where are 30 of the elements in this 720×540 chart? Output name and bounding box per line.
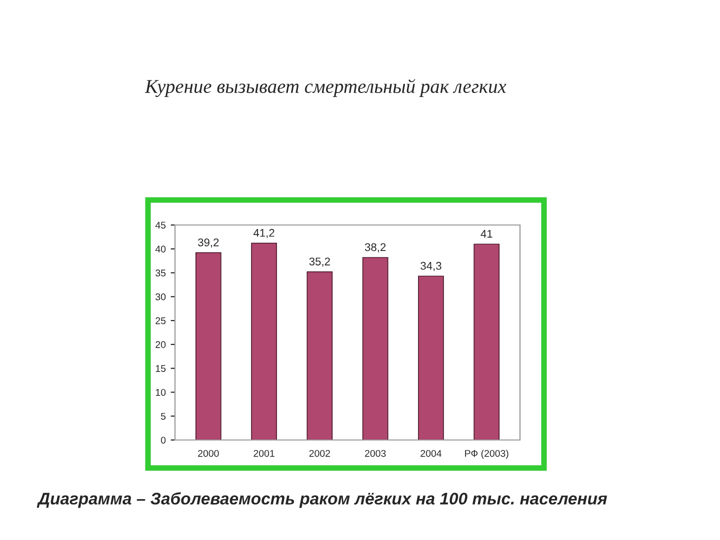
x-tick-label: 2000 bbox=[198, 450, 219, 457]
x-tick-label: 2001 bbox=[254, 450, 274, 457]
bar bbox=[474, 244, 500, 440]
y-tick-label: 10 bbox=[156, 388, 166, 396]
y-tick-label: 20 bbox=[156, 341, 166, 348]
y-tick-label: 15 bbox=[156, 365, 166, 372]
y-tick-label: 0 bbox=[160, 436, 166, 444]
text: Диаграмма – Заболеваемость раком лёгких на 100 тыс. населения bbox=[36, 492, 608, 508]
data-label: 41,2 bbox=[253, 228, 274, 238]
data-label: 39,2 bbox=[198, 238, 219, 248]
x-tick-label: 2004 bbox=[420, 450, 442, 457]
bar bbox=[251, 242, 277, 440]
data-label: 38,2 bbox=[364, 243, 386, 252]
data-label: 35,2 bbox=[309, 258, 330, 267]
y-tick-label: 45 bbox=[155, 222, 166, 229]
data-label: 41 bbox=[480, 230, 492, 238]
chart-title: Курение вызывает смертельный рак легких bbox=[144, 78, 506, 98]
x-tick-label: 2003 bbox=[365, 450, 386, 457]
bar bbox=[195, 252, 222, 440]
bar bbox=[362, 257, 388, 440]
y-tick-label: 40 bbox=[155, 246, 166, 253]
bar bbox=[418, 276, 444, 440]
bar bbox=[306, 271, 333, 440]
x-tick-label: РФ (2003) bbox=[465, 450, 508, 459]
x-tick-label: 2002 bbox=[309, 450, 330, 457]
y-tick-label: 25 bbox=[156, 317, 166, 324]
y-tick-label: 5 bbox=[160, 412, 166, 420]
y-tick-label: 35 bbox=[156, 270, 166, 276]
y-tick-label: 30 bbox=[156, 293, 166, 300]
data-label: 34,3 bbox=[420, 262, 442, 272]
